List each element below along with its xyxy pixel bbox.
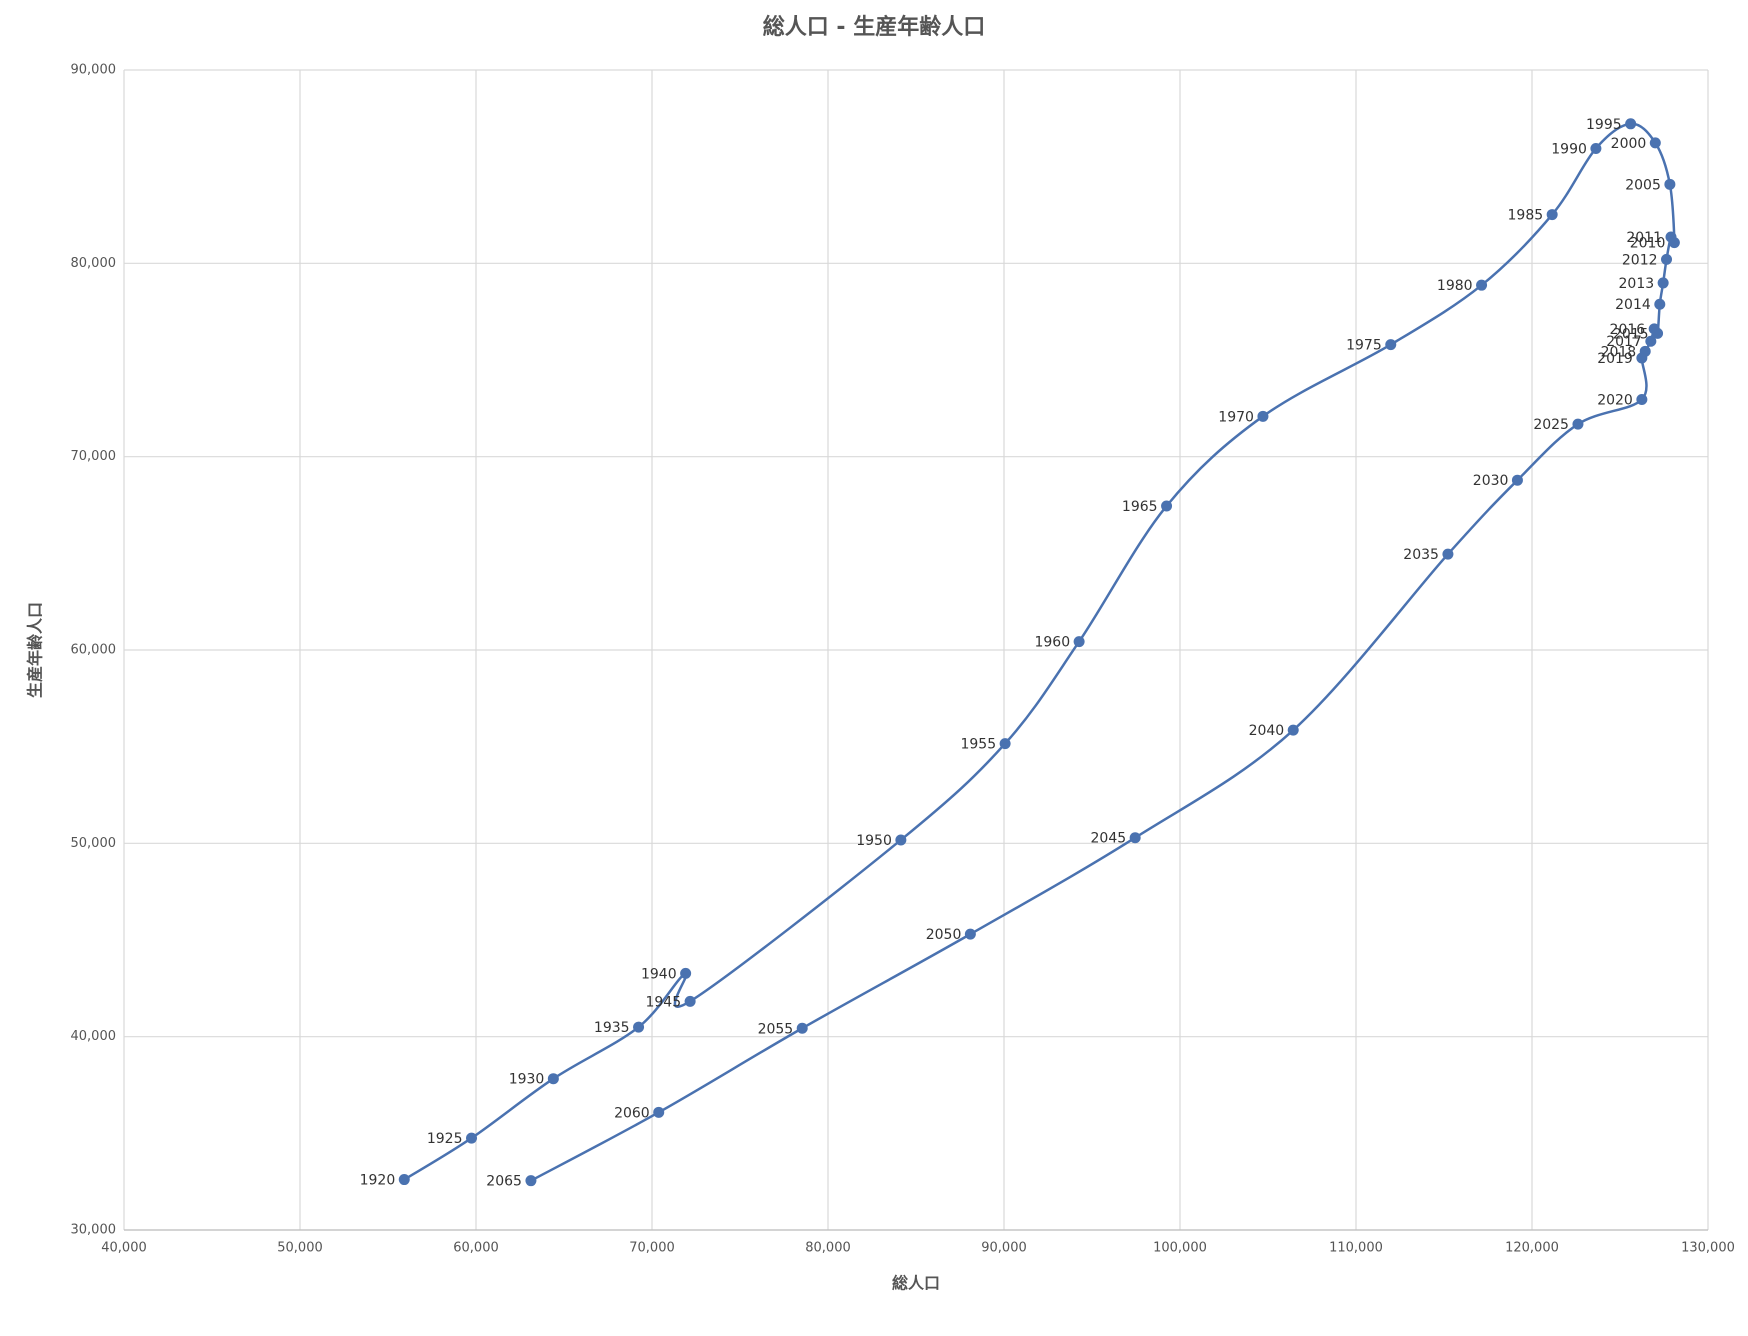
data-point bbox=[1657, 277, 1669, 289]
data-label: 1985 bbox=[1508, 208, 1544, 224]
data-label: 2040 bbox=[1249, 723, 1285, 739]
data-label: 1960 bbox=[1034, 635, 1070, 651]
data-label: 2045 bbox=[1091, 831, 1127, 847]
data-point bbox=[684, 995, 696, 1007]
data-label: 1995 bbox=[1586, 117, 1622, 133]
data-point bbox=[1476, 279, 1488, 291]
data-point bbox=[1636, 393, 1648, 405]
data-label: 2012 bbox=[1622, 252, 1658, 268]
data-point bbox=[999, 738, 1011, 750]
data-point bbox=[1572, 418, 1584, 430]
data-point bbox=[1636, 352, 1648, 364]
data-point bbox=[1161, 500, 1173, 512]
y-tick-label: 70,000 bbox=[71, 449, 117, 464]
data-point bbox=[1287, 724, 1299, 736]
x-tick-label: 100,000 bbox=[1153, 1241, 1207, 1256]
data-label: 2065 bbox=[486, 1174, 522, 1190]
data-point bbox=[1442, 548, 1454, 560]
data-point bbox=[525, 1175, 537, 1187]
data-label: 2018 bbox=[1601, 344, 1637, 360]
y-tick-label: 60,000 bbox=[71, 643, 117, 658]
data-label: 1955 bbox=[960, 737, 996, 753]
data-label: 2030 bbox=[1473, 473, 1509, 489]
data-label: 2013 bbox=[1619, 276, 1655, 292]
x-tick-label: 70,000 bbox=[629, 1241, 675, 1256]
data-label: 2005 bbox=[1625, 177, 1661, 193]
y-axis-title: 生産年齢人口 bbox=[26, 602, 45, 698]
data-point bbox=[398, 1174, 410, 1186]
data-label: 1990 bbox=[1551, 141, 1587, 157]
data-point bbox=[796, 1022, 808, 1034]
data-point bbox=[1511, 474, 1523, 486]
data-point bbox=[1257, 410, 1269, 422]
x-tick-label: 110,000 bbox=[1329, 1241, 1383, 1256]
data-point bbox=[653, 1106, 665, 1118]
data-point bbox=[1129, 832, 1141, 844]
data-point bbox=[1546, 209, 1558, 221]
data-label: 2035 bbox=[1403, 547, 1439, 563]
data-label: 1945 bbox=[645, 994, 681, 1010]
data-label: 1970 bbox=[1218, 409, 1254, 425]
y-tick-label: 40,000 bbox=[71, 1029, 117, 1044]
x-tick-label: 120,000 bbox=[1505, 1241, 1559, 1256]
chart-title: 総人口 - 生産年齢人口 bbox=[763, 14, 985, 40]
data-label: 1950 bbox=[856, 833, 892, 849]
data-point bbox=[547, 1073, 559, 1085]
data-label: 2010 bbox=[1630, 236, 1666, 252]
data-point bbox=[964, 928, 976, 940]
data-label: 2000 bbox=[1611, 136, 1647, 152]
data-point bbox=[1661, 253, 1673, 265]
x-tick-label: 80,000 bbox=[805, 1241, 851, 1256]
data-label: 1930 bbox=[509, 1072, 545, 1088]
data-label: 1920 bbox=[360, 1173, 396, 1189]
data-point bbox=[466, 1132, 478, 1144]
y-tick-label: 50,000 bbox=[71, 836, 117, 851]
y-tick-label: 80,000 bbox=[71, 256, 117, 271]
data-point bbox=[680, 967, 692, 979]
data-point bbox=[1645, 335, 1657, 347]
data-point bbox=[1664, 178, 1676, 190]
data-point bbox=[1590, 142, 1602, 154]
data-point bbox=[1654, 298, 1666, 310]
data-label: 2060 bbox=[614, 1105, 650, 1121]
data-label: 1925 bbox=[427, 1131, 463, 1147]
data-label: 1980 bbox=[1437, 278, 1473, 294]
data-point bbox=[633, 1021, 645, 1033]
y-tick-label: 30,000 bbox=[71, 1223, 117, 1238]
data-point bbox=[895, 834, 907, 846]
data-label: 2025 bbox=[1533, 417, 1569, 433]
data-point bbox=[1073, 636, 1085, 648]
data-point bbox=[1385, 339, 1397, 351]
data-point bbox=[1625, 118, 1637, 130]
data-point bbox=[1649, 137, 1661, 149]
data-label: 2017 bbox=[1606, 334, 1642, 350]
data-label: 2011 bbox=[1626, 230, 1662, 246]
data-label: 1935 bbox=[594, 1020, 630, 1036]
y-tick-label: 90,000 bbox=[71, 63, 117, 78]
x-tick-label: 40,000 bbox=[101, 1241, 147, 1256]
data-label: 2016 bbox=[1610, 322, 1646, 338]
data-label: 2019 bbox=[1597, 351, 1633, 367]
data-point bbox=[1648, 323, 1660, 335]
data-label: 2014 bbox=[1615, 297, 1651, 313]
data-label: 2050 bbox=[926, 927, 962, 943]
data-label: 2015 bbox=[1613, 326, 1649, 342]
x-tick-label: 50,000 bbox=[277, 1241, 323, 1256]
x-tick-label: 60,000 bbox=[453, 1241, 499, 1256]
data-label: 2020 bbox=[1597, 392, 1633, 408]
data-point bbox=[1665, 231, 1677, 243]
x-tick-label: 90,000 bbox=[981, 1241, 1027, 1256]
data-label: 2055 bbox=[758, 1021, 794, 1037]
data-label: 1975 bbox=[1346, 338, 1382, 354]
data-label: 1965 bbox=[1122, 499, 1158, 515]
x-axis-title: 総人口 bbox=[892, 1274, 940, 1293]
data-label: 1940 bbox=[641, 966, 677, 982]
x-tick-label: 130,000 bbox=[1681, 1241, 1735, 1256]
